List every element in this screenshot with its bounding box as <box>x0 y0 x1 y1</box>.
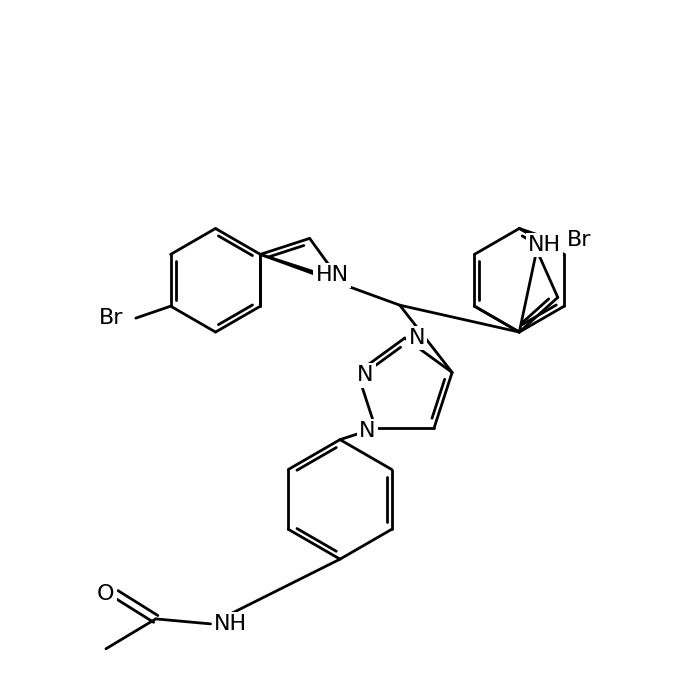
Text: O: O <box>97 584 115 604</box>
Text: Br: Br <box>566 231 591 250</box>
Text: HN: HN <box>315 266 348 285</box>
Text: Br: Br <box>99 308 123 328</box>
Text: NH: NH <box>528 235 561 255</box>
Text: N: N <box>357 365 373 385</box>
Text: N: N <box>359 421 376 441</box>
Text: NH: NH <box>214 614 247 634</box>
Text: N: N <box>408 328 425 348</box>
